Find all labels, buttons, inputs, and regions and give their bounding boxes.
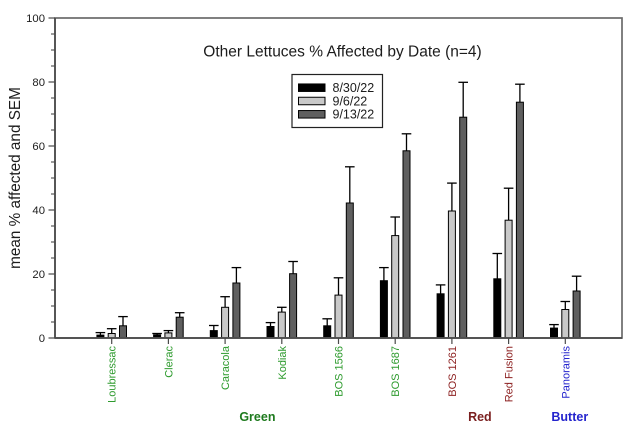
svg-text:Butter: Butter <box>551 410 588 424</box>
svg-text:Loubressac: Loubressac <box>107 346 119 403</box>
svg-text:100: 100 <box>26 13 45 25</box>
svg-text:Panoramis: Panoramis <box>560 346 572 399</box>
svg-text:Kodiak: Kodiak <box>277 346 289 380</box>
svg-text:60: 60 <box>32 141 45 153</box>
svg-text:80: 80 <box>32 77 45 89</box>
svg-text:9/13/22: 9/13/22 <box>333 108 375 122</box>
svg-text:BOS 1687: BOS 1687 <box>390 346 402 397</box>
svg-text:20: 20 <box>32 269 45 281</box>
svg-text:9/6/22: 9/6/22 <box>333 94 368 108</box>
svg-text:8/30/22: 8/30/22 <box>333 81 375 95</box>
svg-text:Caracola: Caracola <box>220 345 232 390</box>
svg-text:Red Fusion: Red Fusion <box>504 346 516 402</box>
svg-text:mean % affected and SEM: mean % affected and SEM <box>7 87 24 269</box>
svg-text:BOS 1566: BOS 1566 <box>334 346 346 397</box>
svg-text:Other Lettuces % Affected by D: Other Lettuces % Affected by Date (n=4) <box>203 44 481 61</box>
svg-text:Clerac: Clerac <box>163 346 175 378</box>
svg-text:0: 0 <box>39 333 45 345</box>
svg-text:BOS 1261: BOS 1261 <box>447 346 459 397</box>
svg-text:40: 40 <box>32 205 45 217</box>
svg-text:Green: Green <box>239 410 275 424</box>
svg-text:Red: Red <box>468 410 492 424</box>
